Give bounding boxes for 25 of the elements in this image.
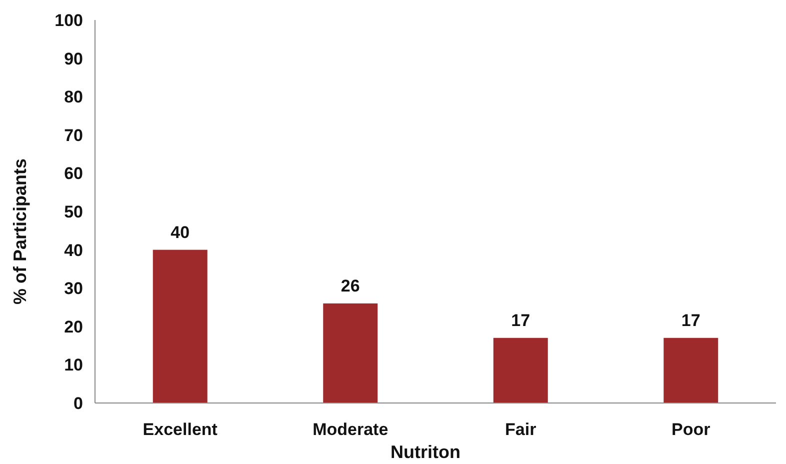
y-axis-title: % of Participants (10, 158, 30, 305)
y-tick-label: 20 (64, 317, 83, 336)
y-tick-label: 50 (64, 202, 83, 222)
x-tick-label: Poor (672, 420, 711, 439)
bar (493, 338, 548, 403)
x-tick-label: Moderate (312, 420, 388, 439)
y-tick-label: 60 (64, 164, 83, 184)
y-tick-label: 90 (64, 49, 83, 68)
y-tick-label: 0 (74, 394, 83, 413)
bar (152, 250, 208, 403)
y-tick-label: 80 (64, 88, 83, 107)
y-tick-label: 30 (64, 279, 83, 298)
y-tick-label: 70 (64, 126, 83, 145)
data-label: 40 (170, 222, 190, 242)
x-tick-label: Excellent (142, 420, 218, 439)
data-label: 17 (511, 310, 530, 330)
x-axis-title: Nutriton (390, 442, 460, 462)
y-tick-label: 100 (54, 10, 83, 30)
data-label: 17 (681, 310, 700, 330)
bar (323, 303, 378, 403)
y-tick-label: 10 (64, 356, 83, 375)
bar (664, 338, 718, 403)
y-tick-label: 40 (64, 240, 83, 260)
x-tick-label: Fair (505, 420, 537, 439)
data-label: 26 (340, 276, 360, 296)
